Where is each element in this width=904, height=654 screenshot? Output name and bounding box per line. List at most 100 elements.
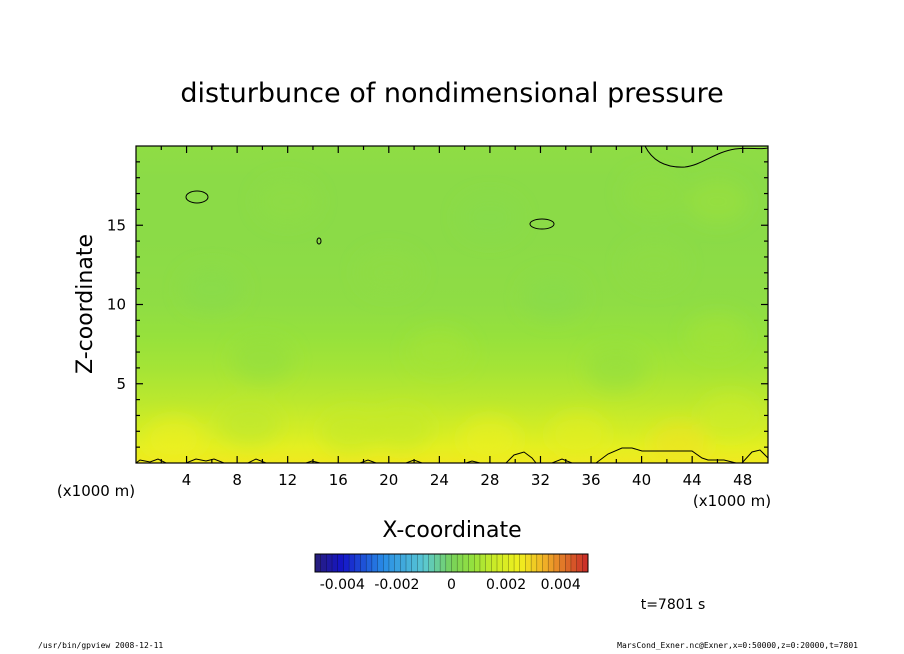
x-tick-label: 28 — [480, 471, 499, 489]
x-tick-label: 40 — [632, 471, 651, 489]
colorbar-frame — [314, 553, 589, 573]
field-spot — [687, 179, 748, 224]
contour-line — [644, 146, 768, 168]
footer-right: MarsCond_Exner.nc@Exner,x=0:50000,z=0:20… — [617, 641, 858, 650]
colorbar-cell — [388, 554, 395, 572]
colorbar-cell — [343, 554, 350, 572]
colorbar-cell — [440, 554, 447, 572]
colorbar-cell — [542, 554, 549, 572]
colorbar-cell — [462, 554, 469, 572]
field-variations — [143, 171, 761, 463]
colorbar-cell — [411, 554, 418, 572]
colorbar-cell — [536, 554, 543, 572]
field-spot — [699, 393, 761, 438]
colorbar-cell — [479, 554, 486, 572]
colorbar-cell — [371, 554, 378, 572]
colorbar-cell — [514, 554, 521, 572]
colorbar-cell — [468, 554, 475, 572]
colorbar-cell — [354, 554, 361, 572]
contour-lines — [136, 146, 768, 463]
axis-ticks — [136, 146, 768, 463]
colorbar-cell — [565, 554, 572, 572]
colorbar-cell — [451, 554, 458, 572]
colorbar-cell — [502, 554, 509, 572]
colorbar-cell — [423, 554, 430, 572]
colorbar-cell — [531, 554, 538, 572]
y-tick-label: 5 — [116, 375, 126, 393]
x-tick-label: 44 — [683, 471, 702, 489]
field-spot — [320, 409, 382, 454]
colorbar-cell — [457, 554, 464, 572]
field-spot — [623, 171, 685, 216]
y-tick-label: 15 — [107, 216, 126, 234]
field-spot — [687, 314, 748, 359]
colorbar-cell — [406, 554, 412, 572]
field-spot — [649, 421, 710, 463]
colorbar-cell — [366, 554, 373, 572]
colorbar-cell — [559, 554, 566, 572]
colorbar-cell — [349, 554, 356, 572]
colorbar-cell — [445, 554, 452, 572]
colorbar-cell — [491, 554, 498, 572]
contour-line — [185, 190, 209, 204]
colorbar-cell — [582, 554, 589, 572]
field-spot — [232, 337, 293, 383]
colorbar-cell — [485, 554, 492, 572]
colorbar-cell — [548, 554, 555, 572]
colorbar-cell — [315, 554, 321, 572]
field-spot — [459, 195, 521, 240]
colorbar-cell — [428, 554, 435, 572]
colorbar-cell — [553, 554, 560, 572]
colorbar-cell — [576, 554, 583, 572]
colorbar-cell — [326, 554, 333, 572]
colorbar: -0.004 -0.002 0 0.002 0.004 — [314, 553, 589, 593]
colorbar-label: -0.002 — [374, 577, 419, 593]
x-axis-label: X-coordinate — [382, 518, 521, 543]
colorbar-cell — [519, 554, 526, 572]
colorbar-cell — [525, 554, 532, 572]
colorbar-label: 0.002 — [486, 577, 526, 593]
footer-left: /usr/bin/gpview 2008-12-11 — [38, 641, 164, 650]
field-spot — [181, 266, 243, 311]
field-spot — [409, 329, 470, 375]
colorbar-cell — [570, 554, 577, 572]
colorbar-labels: -0.004 -0.002 0 0.002 0.004 — [320, 577, 581, 593]
field-spot — [522, 274, 584, 319]
x-unit-right: (x1000 m) — [693, 492, 771, 510]
contour-line — [529, 218, 555, 230]
colorbar-cell — [400, 554, 407, 572]
x-tick-label: 36 — [581, 471, 600, 489]
colorbar-cell — [377, 554, 384, 572]
colorbar-cell — [360, 554, 367, 572]
colorbar-cell — [497, 554, 503, 572]
x-tick-label: 48 — [733, 471, 752, 489]
field-spot — [257, 179, 319, 224]
colorbar-cell — [383, 554, 390, 572]
colorbar-cell — [332, 554, 339, 572]
field-spot — [358, 250, 420, 295]
colorbar-cells — [314, 554, 589, 572]
colorbar-label: 0 — [447, 577, 456, 593]
x-tick-label: 32 — [531, 471, 550, 489]
time-label: t=7801 s — [641, 597, 706, 613]
contour-line — [316, 237, 322, 245]
field-spot — [143, 417, 205, 462]
y-tick-label: 10 — [107, 296, 126, 314]
colorbar-cell — [434, 554, 441, 572]
field-spot — [623, 242, 685, 288]
field-spot — [585, 345, 647, 391]
chart-title: disturbunce of nondimensional pressure — [180, 78, 723, 109]
x-tick-label: 16 — [329, 471, 348, 489]
x-tick-label: 20 — [379, 471, 398, 489]
y-axis-label: Z-coordinate — [73, 234, 98, 374]
colorbar-cell — [394, 554, 401, 572]
colorbar-label: -0.004 — [320, 577, 365, 593]
contour-line — [136, 447, 768, 463]
field-spot — [459, 417, 521, 462]
x-tick-label: 8 — [232, 471, 242, 489]
x-unit-left: (x1000 m) — [57, 482, 135, 500]
colorbar-cell — [417, 554, 424, 572]
x-tick-label: 24 — [430, 471, 449, 489]
